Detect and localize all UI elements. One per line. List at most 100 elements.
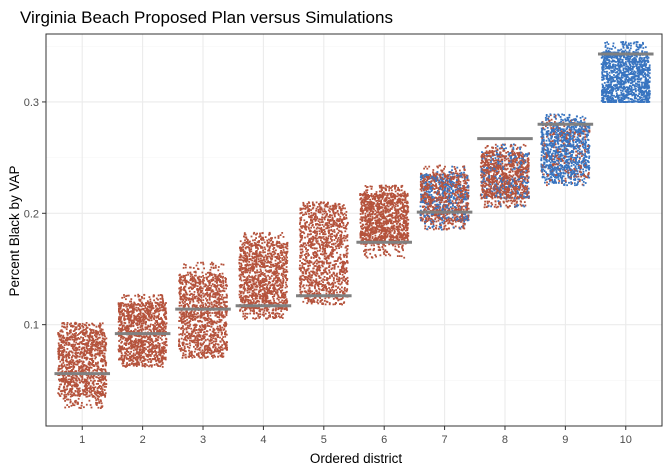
simulation-point xyxy=(118,345,121,348)
simulation-point xyxy=(131,319,134,322)
simulation-point xyxy=(243,244,246,246)
simulation-point xyxy=(269,257,272,259)
simulation-point xyxy=(138,351,141,353)
simulation-point xyxy=(245,308,247,310)
simulation-point xyxy=(154,349,156,352)
simulation-point xyxy=(160,309,162,312)
simulation-point xyxy=(165,312,168,315)
simulation-point xyxy=(280,284,282,287)
simulation-point xyxy=(285,308,288,311)
simulation-point xyxy=(130,313,133,316)
simulation-point xyxy=(57,352,60,355)
simulation-point xyxy=(208,274,211,277)
simulation-point xyxy=(66,404,69,406)
simulation-point xyxy=(273,301,276,304)
simulation-point xyxy=(101,388,104,391)
simulation-point xyxy=(85,379,87,381)
simulation-point xyxy=(74,352,77,355)
simulation-point xyxy=(196,300,199,302)
simulation-point xyxy=(259,234,262,237)
simulation-point xyxy=(73,322,76,325)
simulation-point xyxy=(241,267,244,269)
simulation-point xyxy=(272,284,274,287)
simulation-point xyxy=(178,304,181,307)
simulation-point xyxy=(159,301,162,304)
simulation-point xyxy=(203,326,205,328)
simulation-point xyxy=(184,353,187,356)
simulation-point xyxy=(122,305,125,307)
simulation-point xyxy=(270,239,273,242)
simulation-point xyxy=(162,327,164,330)
simulation-point xyxy=(140,320,143,323)
simulation-point xyxy=(183,293,185,296)
simulation-point xyxy=(253,312,255,315)
simulation-point xyxy=(280,272,283,275)
simulation-point xyxy=(124,318,127,321)
simulation-point xyxy=(73,336,76,338)
simulation-point xyxy=(268,241,270,244)
simulation-point xyxy=(152,344,155,347)
simulation-point xyxy=(212,343,215,346)
simulation-point xyxy=(89,335,92,338)
simulation-point xyxy=(190,292,193,295)
simulation-point xyxy=(268,255,271,258)
simulation-point xyxy=(285,254,287,257)
simulation-point xyxy=(210,289,213,292)
simulation-point xyxy=(131,340,134,343)
simulation-point xyxy=(277,253,279,255)
simulation-point xyxy=(158,313,160,316)
simulation-point xyxy=(99,343,102,346)
simulation-point xyxy=(137,343,140,346)
simulation-point xyxy=(272,263,275,266)
simulation-point xyxy=(123,321,126,324)
simulation-point xyxy=(192,330,195,333)
simulation-point xyxy=(258,260,261,262)
simulation-point xyxy=(133,362,136,365)
simulation-point xyxy=(136,360,138,363)
simulation-point xyxy=(272,317,275,319)
simulation-point xyxy=(268,269,271,272)
simulation-point xyxy=(75,326,78,329)
simulation-point xyxy=(191,296,194,298)
simulation-point xyxy=(158,323,160,326)
simulation-point xyxy=(91,363,94,366)
simulation-point xyxy=(158,347,161,349)
simulation-point xyxy=(214,274,217,276)
simulation-point xyxy=(210,266,213,269)
simulation-point xyxy=(275,314,277,317)
simulation-point xyxy=(272,279,275,282)
simulation-point xyxy=(126,324,129,327)
simulation-point xyxy=(103,334,106,337)
simulation-point xyxy=(199,336,202,338)
simulation-point xyxy=(210,306,213,309)
simulation-point xyxy=(181,316,183,318)
simulation-point xyxy=(83,378,86,381)
simulation-point xyxy=(74,332,76,335)
simulation-point xyxy=(204,319,207,322)
simulation-point xyxy=(104,349,107,352)
simulation-point xyxy=(339,256,341,258)
simulation-point xyxy=(75,399,77,402)
simulation-point xyxy=(101,390,103,393)
simulation-point xyxy=(183,288,185,291)
simulation-point xyxy=(88,381,90,384)
simulation-point xyxy=(91,344,94,347)
simulation-point xyxy=(269,245,272,248)
simulation-point xyxy=(90,366,93,369)
simulation-point xyxy=(139,305,141,307)
simulation-point xyxy=(198,294,200,297)
simulation-point xyxy=(261,261,264,264)
simulation-point xyxy=(162,357,165,360)
simulation-point xyxy=(96,389,99,392)
simulation-point xyxy=(258,317,261,319)
simulation-point xyxy=(76,347,79,350)
simulation-point xyxy=(73,404,76,407)
simulation-point xyxy=(83,389,86,391)
simulation-point xyxy=(161,366,164,368)
simulation-point xyxy=(196,304,198,307)
simulation-point xyxy=(71,391,73,394)
simulation-point xyxy=(132,341,135,344)
simulation-point xyxy=(211,295,213,298)
simulation-point xyxy=(120,316,123,318)
simulation-point xyxy=(130,345,132,347)
